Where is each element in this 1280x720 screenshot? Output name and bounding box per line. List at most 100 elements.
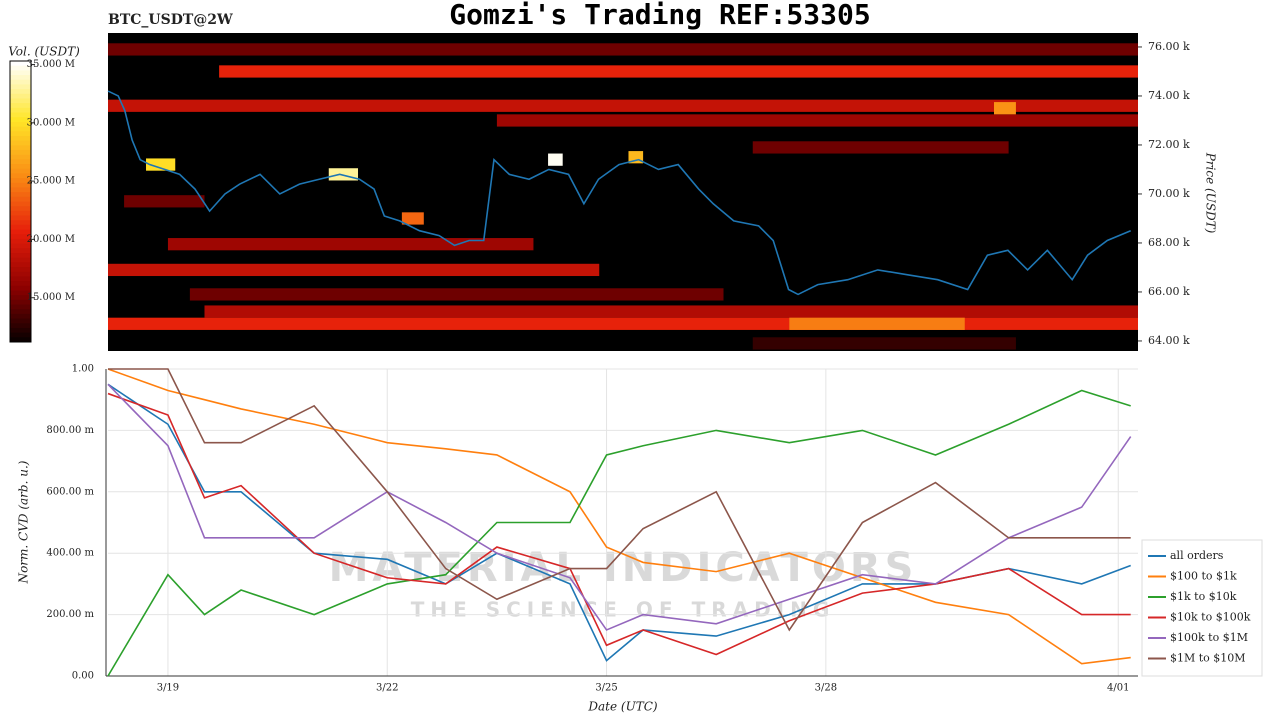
heat-band xyxy=(496,114,1139,127)
colorbar-frame xyxy=(9,60,32,343)
colorbar-tick-label: 25.000 M xyxy=(27,176,75,187)
heat-band xyxy=(789,317,965,330)
colorbar-tick-label: 30.000 M xyxy=(27,117,75,128)
heat-band xyxy=(108,99,1138,112)
colorbar-cell xyxy=(10,276,31,282)
colorbar-cell xyxy=(10,281,31,287)
series-line xyxy=(107,383,1132,631)
colorbar-cell xyxy=(10,145,31,151)
colorbar-cell xyxy=(10,98,31,104)
colorbar-cell xyxy=(10,201,31,207)
colorbar-cell xyxy=(10,206,31,212)
heat-band xyxy=(167,238,534,251)
colorbar-cell xyxy=(10,79,31,85)
heat-band xyxy=(219,65,1138,78)
colorbar-cell xyxy=(10,271,31,277)
colorbar-cell xyxy=(10,164,31,170)
colorbar-cell xyxy=(10,84,31,90)
colorbar-tick-label: 15.000 M xyxy=(27,292,75,303)
colorbar-cell xyxy=(10,61,31,67)
y-axis-label: Norm. CVD (arb. u.) xyxy=(17,460,31,584)
heat-band xyxy=(752,337,1016,350)
heatmap-bg xyxy=(108,33,1138,351)
colorbar-cell xyxy=(10,178,31,184)
colorbar-cell xyxy=(10,224,31,231)
y-tick-label: 64.00 k xyxy=(1148,334,1190,347)
heat-band xyxy=(993,102,1016,115)
y-tick-label: 600.00 m xyxy=(46,486,94,497)
series-line xyxy=(107,392,1131,656)
symbol: BTC_USDT@2W xyxy=(108,12,233,28)
y-tick-label: 0.00 xyxy=(72,671,94,682)
heat-band xyxy=(328,168,359,181)
y-tick-label: 400.00 m xyxy=(46,548,94,559)
heat-band xyxy=(124,195,205,208)
y-tick-label: 76.00 k xyxy=(1148,40,1190,53)
legend-label: $1M to $10M xyxy=(1170,652,1246,665)
colorbar-cell xyxy=(10,135,31,142)
colorbar-cell xyxy=(10,267,31,273)
colorbar-cell xyxy=(10,327,31,334)
colorbar-cell xyxy=(10,285,31,291)
colorbar-label: Vol. (USDT) xyxy=(8,45,80,59)
colorbar-cell xyxy=(10,313,31,320)
colorbar-cell xyxy=(10,65,31,71)
colorbar-cell xyxy=(10,337,31,343)
series-line xyxy=(108,368,1131,632)
colorbar-cell xyxy=(10,248,31,254)
colorbar-cell xyxy=(10,140,31,146)
x-tick-label: 3/19 xyxy=(157,683,179,694)
x-tick-label: 3/28 xyxy=(815,683,837,694)
x-tick-label: 3/25 xyxy=(595,683,617,694)
legend-label: $10k to $100k xyxy=(1170,611,1251,624)
colorbar-cell xyxy=(10,107,31,114)
y-tick-label: 66.00 k xyxy=(1148,285,1190,298)
heat-band xyxy=(189,288,724,301)
colorbar-cell xyxy=(10,215,31,221)
x-axis-label: Date (UTC) xyxy=(587,700,657,714)
y-tick-label: 68.00 k xyxy=(1148,236,1190,249)
y-axis-label: Price (USDT) xyxy=(1204,152,1218,234)
colorbar-cell xyxy=(10,220,31,226)
colorbar-cell xyxy=(10,70,31,76)
chart-title: Gomzi's Trading REF:53305 xyxy=(449,0,870,31)
colorbar-cell xyxy=(10,238,31,245)
x-tick-label: 3/22 xyxy=(376,683,398,694)
colorbar-cell xyxy=(10,103,31,109)
colorbar-cell xyxy=(10,318,31,324)
colorbar-cell xyxy=(10,229,31,235)
legend-label: $1k to $10k xyxy=(1170,590,1237,603)
y-tick-label: 72.00 k xyxy=(1148,138,1190,151)
colorbar-cell xyxy=(10,117,31,123)
heat-band xyxy=(401,212,424,225)
colorbar-cell xyxy=(10,257,31,263)
colorbar-cell xyxy=(10,262,31,268)
colorbar-cell xyxy=(10,75,31,81)
heat-band xyxy=(548,153,563,166)
y-tick-label: 74.00 k xyxy=(1148,89,1190,102)
legend xyxy=(1141,539,1263,677)
colorbar-cell xyxy=(10,290,31,296)
colorbar-cell xyxy=(10,253,31,259)
colorbar-cell xyxy=(10,112,31,118)
colorbar-cell xyxy=(10,323,31,329)
cvd-bg xyxy=(108,369,1138,676)
colorbar-tick-label: 35.000 M xyxy=(27,59,75,70)
colorbar-cell xyxy=(10,299,31,306)
watermark: MATERIAL INDICATORS xyxy=(329,545,918,591)
colorbar-cell xyxy=(10,196,31,202)
colorbar-cell xyxy=(10,332,31,338)
heat-band xyxy=(108,43,1138,56)
x-tick-label: 4/01 xyxy=(1107,683,1129,694)
colorbar-cell xyxy=(10,304,31,310)
colorbar-cell xyxy=(10,234,31,240)
heat-band xyxy=(752,141,1009,154)
heat-band xyxy=(146,158,176,171)
y-tick-label: 1.00 xyxy=(72,364,94,375)
y-tick-label: 200.00 m xyxy=(46,609,94,620)
legend-label: all orders xyxy=(1170,549,1224,562)
y-tick-label: 70.00 k xyxy=(1148,187,1190,200)
colorbar-cell xyxy=(10,159,31,165)
colorbar-cell xyxy=(10,243,31,249)
